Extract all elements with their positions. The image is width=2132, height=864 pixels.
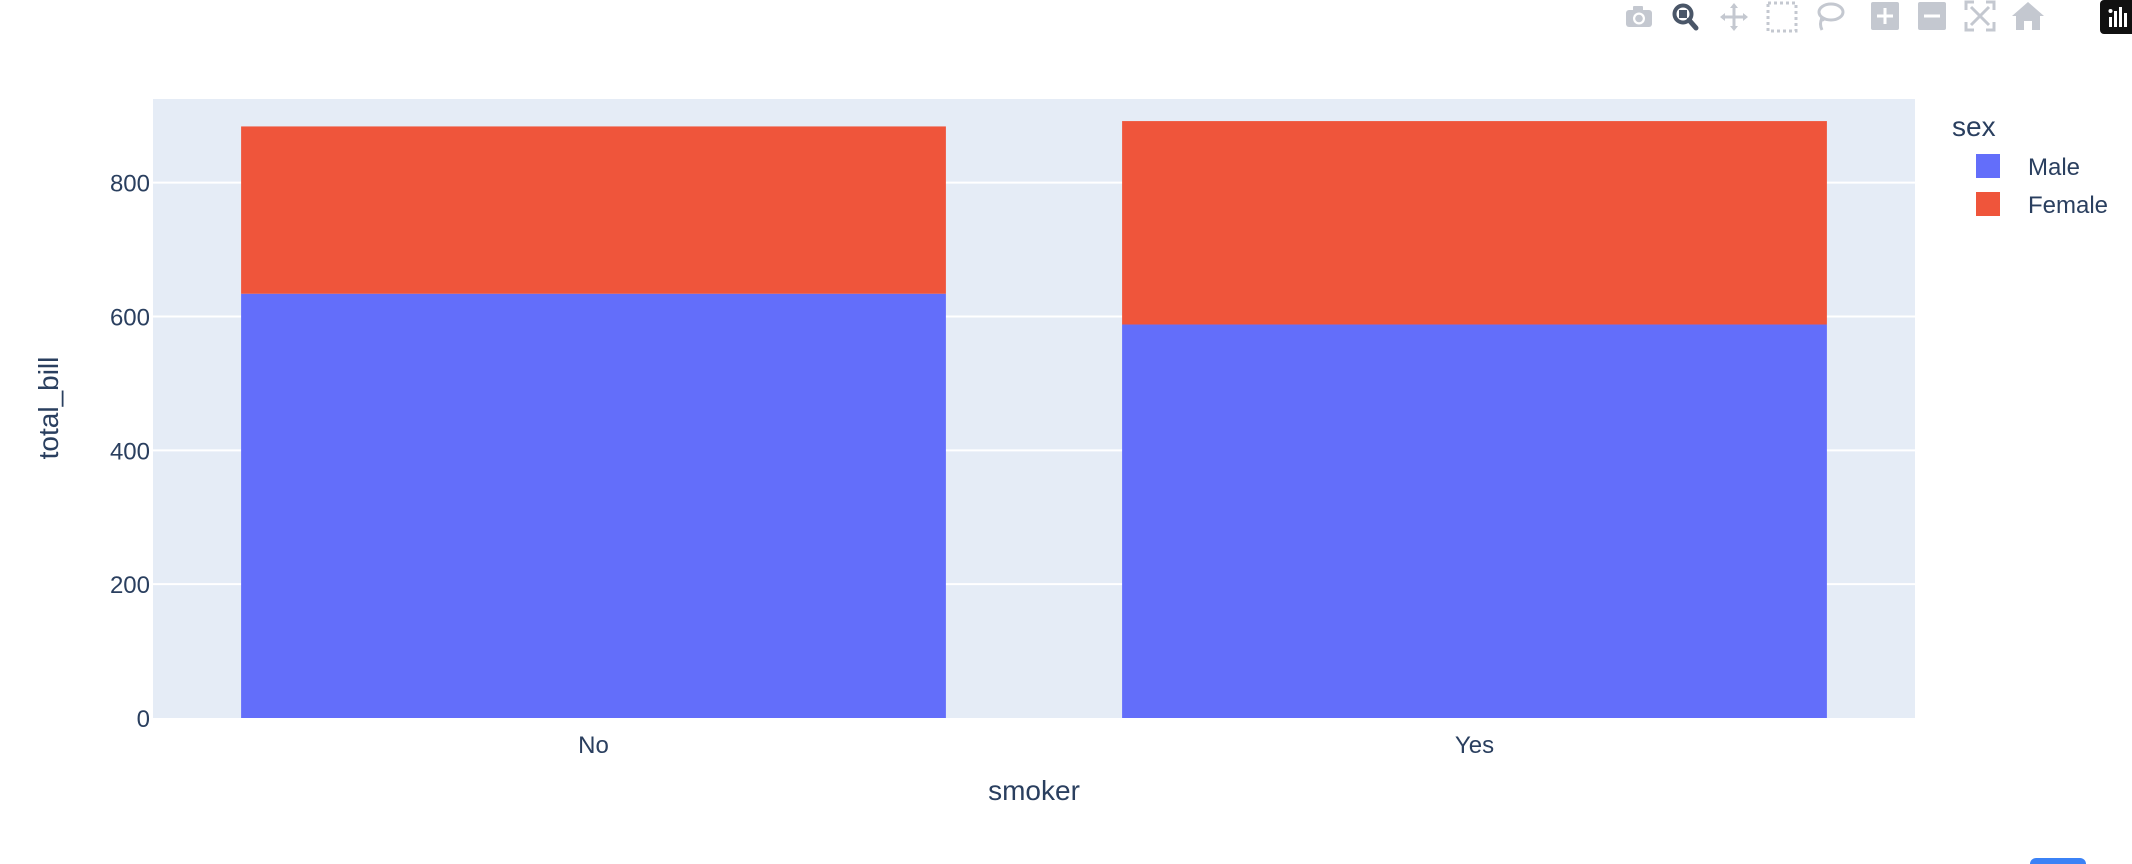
y-tick-label: 200 [110,572,150,599]
y-tick-label: 800 [110,171,150,198]
y-axis-title: total_bill [33,357,64,460]
y-tick-label: 0 [137,706,150,733]
legend-item-male[interactable]: Male [1976,154,2080,181]
bar-female-no[interactable] [241,126,946,294]
reset-axes-icon[interactable] [2009,0,2047,34]
plotly-logo-icon[interactable] [2100,0,2132,34]
corner-badge [2030,858,2086,864]
x-tick-label: No [578,732,609,759]
bars [241,121,1827,718]
x-tick-label: Yes [1455,732,1494,759]
bar-male-yes[interactable] [1122,324,1827,718]
legend-label: Male [2028,154,2080,181]
legend-swatch [1976,192,2000,216]
zoom-icon[interactable] [1666,0,1704,34]
zoom-out-icon[interactable] [1913,0,1951,34]
legend-swatch [1976,154,2000,178]
box-select-icon[interactable] [1763,0,1801,34]
legend: sex Male Female [1952,111,2108,219]
legend-item-female[interactable]: Female [1976,192,2108,219]
bar-female-yes[interactable] [1122,121,1827,325]
pan-icon[interactable] [1715,0,1753,34]
camera-icon[interactable] [1620,0,1658,34]
x-axis-ticks: No Yes [578,732,1494,759]
modebar [1620,0,2132,34]
y-tick-label: 400 [110,438,150,465]
y-axis-ticks: 0 200 400 600 800 [110,171,150,733]
legend-title: sex [1952,111,1996,142]
x-axis-title: smoker [988,775,1080,806]
zoom-in-icon[interactable] [1866,0,1904,34]
bar-male-no[interactable] [241,293,946,718]
legend-label: Female [2028,192,2108,219]
autoscale-icon[interactable] [1961,0,1999,34]
lasso-select-icon[interactable] [1810,0,1848,34]
y-tick-label: 600 [110,304,150,331]
